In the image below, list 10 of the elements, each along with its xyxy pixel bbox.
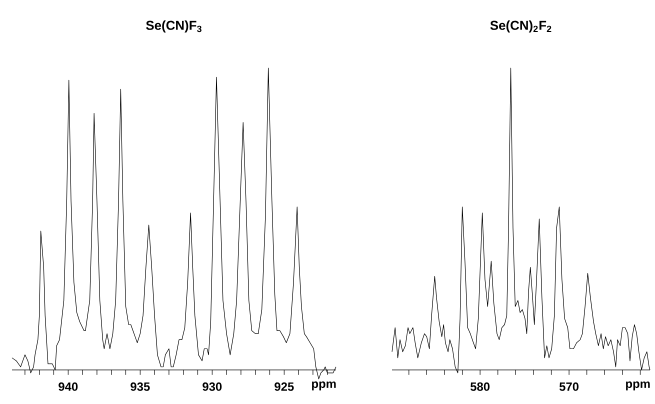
x-tick-label: 570: [559, 382, 579, 391]
x-axis-title: ppm: [312, 381, 336, 390]
chart-title: Se(CN)$_{2}$F$_{2}$: [490, 20, 552, 32]
x-tick-label: 925: [274, 382, 294, 391]
chart-title: Se(CN)F$_{3}$: [146, 20, 202, 32]
x-tick-label: 940: [58, 382, 78, 391]
x-axis-title: ppm: [626, 381, 650, 390]
x-tick-label: 580: [470, 382, 490, 391]
x-tick-label: 930: [202, 382, 222, 391]
x-tick-label: 935: [130, 382, 150, 391]
